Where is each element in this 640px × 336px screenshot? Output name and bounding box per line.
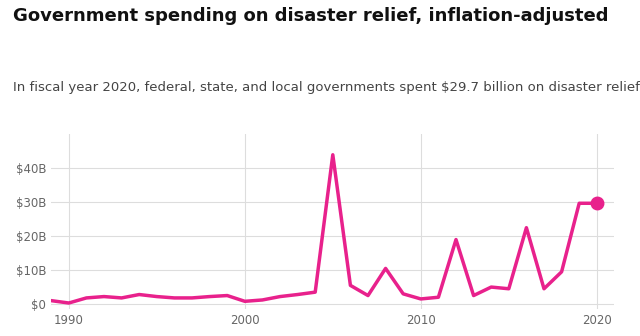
- Text: In fiscal year 2020, federal, state, and local governments spent $29.7 billion o: In fiscal year 2020, federal, state, and…: [13, 81, 640, 94]
- Text: Government spending on disaster relief, inflation-adjusted: Government spending on disaster relief, …: [13, 7, 608, 25]
